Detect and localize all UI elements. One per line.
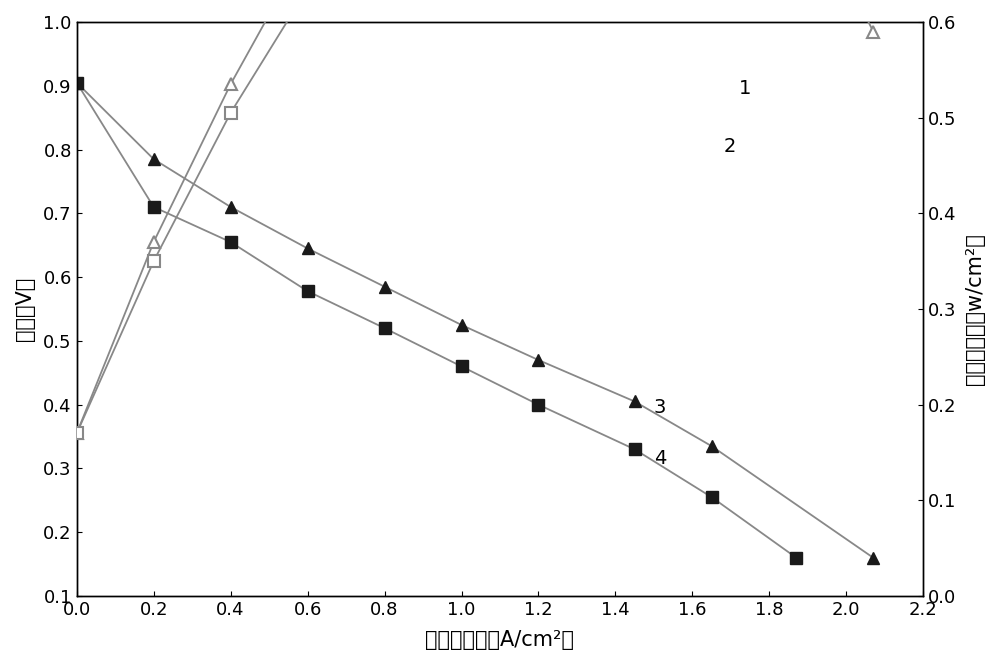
Text: 2: 2	[723, 137, 736, 156]
Y-axis label: 电压（V）: 电压（V）	[15, 277, 35, 341]
X-axis label: 峰电流密度（A/cm²）: 峰电流密度（A/cm²）	[426, 630, 574, 650]
Y-axis label: 峰功率密度（w/cm²）: 峰功率密度（w/cm²）	[965, 233, 985, 385]
Text: 3: 3	[654, 398, 666, 418]
Text: 1: 1	[739, 80, 751, 98]
Text: 4: 4	[654, 450, 666, 468]
